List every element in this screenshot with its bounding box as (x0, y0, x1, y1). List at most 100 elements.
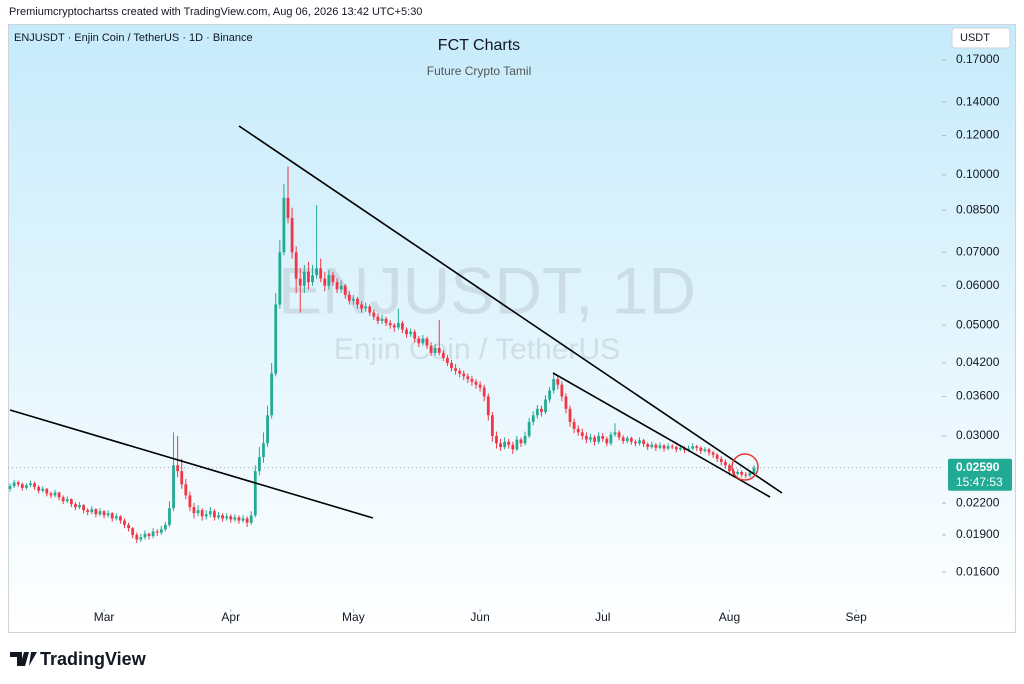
candle-body (740, 471, 744, 475)
trend-line (9, 409, 374, 519)
candle-body (119, 516, 122, 521)
candle-body (650, 444, 654, 448)
candle-body (155, 531, 159, 533)
candle-body (711, 452, 715, 455)
candle-body (580, 432, 584, 436)
candle-body (723, 461, 727, 466)
currency: USDT (960, 32, 990, 44)
candle-body (744, 474, 748, 476)
candle-body (413, 331, 417, 339)
candle-body (168, 508, 171, 525)
candle-body (474, 381, 478, 385)
currency-button[interactable] (951, 27, 1011, 49)
candle-body (458, 370, 462, 374)
candle-body (568, 408, 572, 422)
candle-body (282, 197, 286, 253)
candle-body (143, 533, 147, 538)
candle-body (274, 304, 278, 374)
candle-body (12, 482, 16, 487)
candle-body (691, 446, 695, 449)
candle-body (184, 484, 188, 496)
candle-body (266, 415, 269, 444)
candle-body (16, 482, 20, 485)
y-tick-label: 0.07000 (956, 244, 1000, 258)
candle-body (123, 520, 126, 525)
candle-body (57, 492, 61, 498)
y-tick-label: 0.02200 (956, 495, 1000, 509)
candle-body (262, 443, 265, 458)
candle-body (584, 435, 588, 440)
candle-body (8, 486, 12, 489)
candle-body (417, 338, 421, 344)
candle-body (196, 510, 200, 514)
y-tick-label: 0.17000 (956, 52, 1000, 66)
candle-body (466, 376, 470, 380)
candle-body (642, 440, 646, 445)
chart-subtitle: Future Crypto Tamil (427, 64, 531, 78)
candle-body (180, 471, 184, 485)
candle-body (53, 492, 57, 496)
candle-body (74, 504, 77, 508)
candle-body (576, 428, 580, 433)
candle-body (437, 348, 441, 353)
candle-body (45, 488, 49, 494)
candle-body (625, 438, 629, 442)
candle-body (188, 495, 192, 508)
candle-body (556, 379, 560, 385)
candle-body (446, 357, 449, 364)
candle-body (49, 493, 53, 496)
x-tick-label: Jun (470, 610, 489, 624)
candle-body (335, 282, 339, 290)
candle-body (507, 441, 511, 445)
candle-body (699, 447, 703, 451)
candle-body (298, 278, 302, 286)
header: Premiumcryptochartss created with Tradin… (9, 6, 422, 18)
candle-body (315, 268, 319, 276)
candle-body (290, 218, 294, 253)
candle-body (621, 437, 625, 442)
candle-body (609, 434, 613, 444)
y-tick-label: 0.04200 (956, 355, 1000, 369)
candle-body (233, 517, 237, 520)
candle-body (384, 318, 388, 324)
candle-body (687, 448, 690, 451)
y-tick-label: 0.12000 (956, 128, 1000, 142)
candle-body (204, 514, 208, 517)
last-price-box (948, 458, 1012, 491)
candle-body (147, 533, 151, 537)
candle-body (454, 368, 457, 371)
x-tick-label: Apr (221, 610, 240, 624)
candle-body (495, 435, 498, 444)
price-axis: 0.17000 0.14000 0.12000 0.10000 0.08500 0.070… (942, 52, 1012, 578)
candle-body (470, 379, 474, 382)
candle-body (392, 325, 396, 328)
candle-body (323, 278, 327, 286)
candle-body (728, 465, 731, 472)
y-tick-label: 0.10000 (956, 167, 1000, 181)
chart-title: FCT Charts (438, 37, 520, 54)
trend-line (552, 372, 771, 498)
candle-body (703, 449, 707, 451)
candle-body (523, 435, 527, 444)
candle-body (208, 511, 212, 515)
candle-body (110, 513, 114, 519)
candle-body (163, 524, 167, 530)
candle-body (482, 387, 486, 397)
candle-body (245, 518, 249, 523)
candle-body (106, 513, 110, 516)
candle-body (331, 275, 335, 283)
candle-body (654, 444, 658, 448)
candle-body (286, 197, 290, 219)
candle-body (86, 510, 90, 513)
y-tick-label: 0.05000 (956, 317, 1000, 331)
candle-body (670, 446, 674, 448)
candle-body (37, 487, 41, 491)
countdown: 15:47:53 (956, 475, 1003, 489)
candle-body (658, 445, 662, 448)
candle-body (433, 348, 437, 353)
candle-body (65, 499, 69, 502)
candle-body (597, 435, 601, 442)
candle-body (356, 298, 359, 305)
watermark: ENJUSDT, 1D (278, 253, 696, 327)
trend-line (238, 125, 783, 494)
